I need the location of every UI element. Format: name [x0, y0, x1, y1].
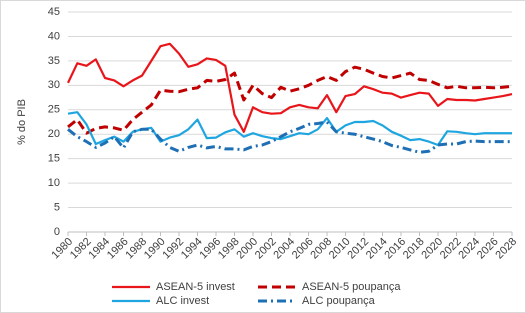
series-line — [67, 42, 513, 133]
y-tick-label: 45 — [48, 6, 60, 18]
y-tick-label: 5 — [54, 201, 60, 213]
y-tick-label: 10 — [48, 177, 60, 189]
legend-label: ALC invest — [156, 295, 209, 307]
legend-label: ALC poupança — [302, 295, 376, 307]
y-tick-label: 40 — [48, 30, 60, 42]
series-line — [67, 65, 513, 135]
y-tick-label: 15 — [48, 153, 60, 165]
y-axis-label: % do PIB — [16, 99, 28, 145]
y-tick-label: 0 — [54, 226, 60, 238]
y-tick-label: 30 — [48, 79, 60, 91]
legend-label: ASEAN-5 invest — [156, 281, 235, 293]
y-tick-label: 35 — [48, 55, 60, 67]
series-line — [67, 120, 512, 154]
y-tick-label: 20 — [48, 128, 60, 140]
legend-label: ASEAN-5 poupança — [302, 281, 401, 293]
y-tick-label: 25 — [48, 104, 60, 116]
